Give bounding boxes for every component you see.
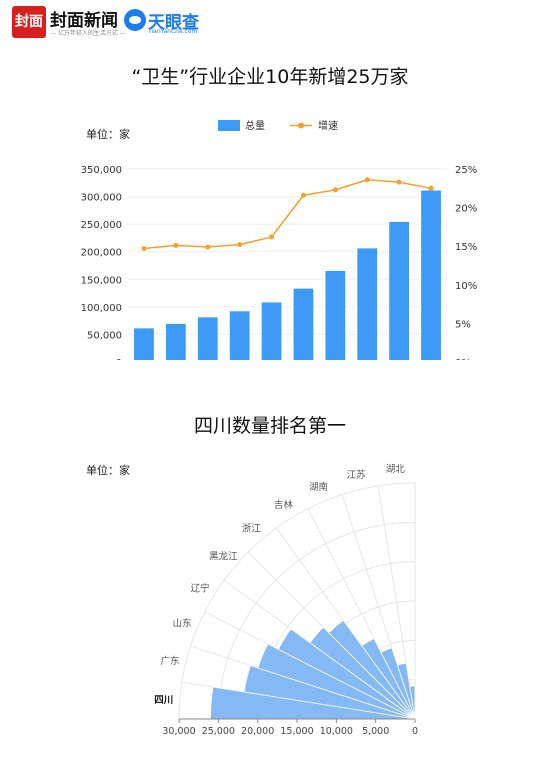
category-label: 辽宁 [191,582,210,594]
axis-tick-label: 30,000 [162,726,195,737]
bar-line-chart: 总量 增速 0 50,000 100,000 150,000 200,000 250,00… [81,119,477,360]
bar [229,311,250,360]
y2-tick-label: 0% [455,358,471,360]
growth-point [364,177,370,183]
bar [357,248,378,360]
axis-tick-label: 20,000 [241,726,274,737]
category-label: 湖南 [309,481,328,493]
y2-tick-label: 5% [455,319,471,330]
category-label: 江苏 [347,469,367,481]
category-label: 四川 [154,695,173,706]
growth-point [173,242,179,248]
growth-point [237,242,243,248]
bar [165,323,186,360]
category-label: 浙江 [242,522,262,534]
tianyancha-url: TianYanCha.com [148,28,198,35]
growth-point [269,234,275,240]
chart1-legend: 总量 增速 [218,119,338,132]
rose-sector [277,628,416,720]
rose-sector [409,685,416,720]
fengmian-logo-mark: 封面 [12,6,46,38]
legend-bar-label: 总量 [245,119,265,132]
chart1-title: “卫生”行业企业10年新增25万家 [131,66,409,88]
page-header: 封面 封面新闻 — 亿万年轻人的生活方式 — 天眼查 TianYanCha.co… [0,0,540,48]
category-label: 吉林 [274,499,294,511]
y-tick-label: 300,000 [81,193,122,204]
y2-tick-label: 25% [455,165,477,176]
category-label: 广东 [160,655,179,667]
rose-sector [243,665,416,720]
chart1-unit-label: 单位：家 [86,128,130,141]
fengmian-slogan: — 亿万年轻人的生活方式 — [50,30,126,37]
bar [134,328,154,360]
bar [197,317,218,360]
category-label: 黑龙江 [209,550,238,562]
tianyancha-logo-name: 天眼查 [148,13,199,33]
y-tick-label: 150,000 [81,275,122,286]
axis-tick-label: 0 [412,726,418,737]
bar [389,221,410,360]
axis-tick-label: 5,000 [362,726,389,737]
rose-sector [396,662,416,720]
legend-line-label: 增速 [318,119,338,132]
y-tick-label: 50,000 [87,330,122,341]
rose-sector [361,637,416,720]
bar [293,288,314,360]
growth-point [141,246,147,252]
axis-tick-label: 25,000 [202,726,235,737]
category-label: 山东 [173,618,192,630]
axis-tick-label: 15,000 [280,726,313,737]
category-label: 湖北 [386,464,406,475]
rose-sector [309,626,416,720]
growth-line [143,179,432,250]
y2-tick-label: 10% [455,281,477,292]
rose-sector [380,647,416,720]
growth-point [300,192,306,198]
y-tick-label: 100,000 [81,303,122,314]
axis-tick-label: 10,000 [320,726,353,737]
growth-point [205,244,211,250]
y-tick-label: 350,000 [81,165,122,176]
bar [325,271,346,360]
growth-point [428,185,434,191]
rose-sector [328,619,416,720]
y-tick-label: 0 [116,358,122,360]
legend-bar-swatch [218,120,240,131]
y-tick-label: 250,000 [81,220,122,231]
chart2-title: 四川数量排名第一 [193,415,346,437]
bar [261,302,282,360]
chart2-unit-label: 单位：家 [86,464,130,477]
growth-point [396,179,402,185]
y2-tick-label: 15% [455,242,477,253]
rose-sector [257,643,416,720]
eye-icon [124,9,146,31]
growth-point [332,187,338,193]
bar [421,190,441,360]
y-tick-label: 200,000 [81,248,122,259]
y2-tick-label: 20% [455,204,477,215]
fengmian-logo-name: 封面新闻 [50,11,118,31]
legend-line-marker [298,122,304,129]
